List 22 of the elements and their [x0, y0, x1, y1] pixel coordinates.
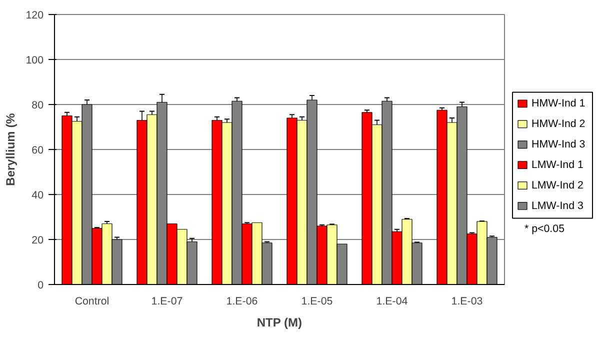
y-tick-label: 80 — [32, 100, 44, 112]
x-tick-label: 1.E-07 — [151, 296, 183, 308]
legend-label: HMW-Ind 3 — [532, 138, 586, 151]
y-tick-label: 100 — [26, 54, 44, 66]
y-tick-label: 20 — [32, 234, 44, 246]
legend-label: LMW-Ind 2 — [532, 180, 584, 192]
x-tick-label: 1.E-06 — [226, 296, 258, 308]
x-tick-label: Control — [74, 296, 110, 308]
x-axis-title: NTP (M) — [256, 316, 302, 330]
y-tick-label: 120 — [26, 10, 44, 22]
y-tick-label: 60 — [32, 144, 44, 156]
x-tick-label: 1.E-04 — [376, 296, 408, 308]
legend-label: LMW-Ind 1 — [532, 159, 584, 172]
y-axis-title: Beryllium (% — [4, 112, 18, 186]
x-tick-label: 1.E-05 — [301, 296, 333, 308]
y-tick-label: 0 — [38, 280, 44, 292]
legend-label: HMW-Ind 1 — [532, 98, 586, 110]
y-tick-label: 40 — [32, 190, 44, 202]
x-tick-label: 1.E-03 — [451, 296, 483, 308]
legend-label: LMW-Ind 3 — [532, 200, 584, 212]
legend-label: HMW-Ind 2 — [532, 118, 586, 130]
text: * p<0.05 — [524, 222, 565, 235]
